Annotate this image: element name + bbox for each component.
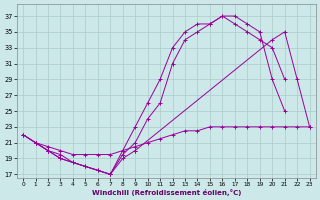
X-axis label: Windchill (Refroidissement éolien,°C): Windchill (Refroidissement éolien,°C) bbox=[92, 189, 241, 196]
